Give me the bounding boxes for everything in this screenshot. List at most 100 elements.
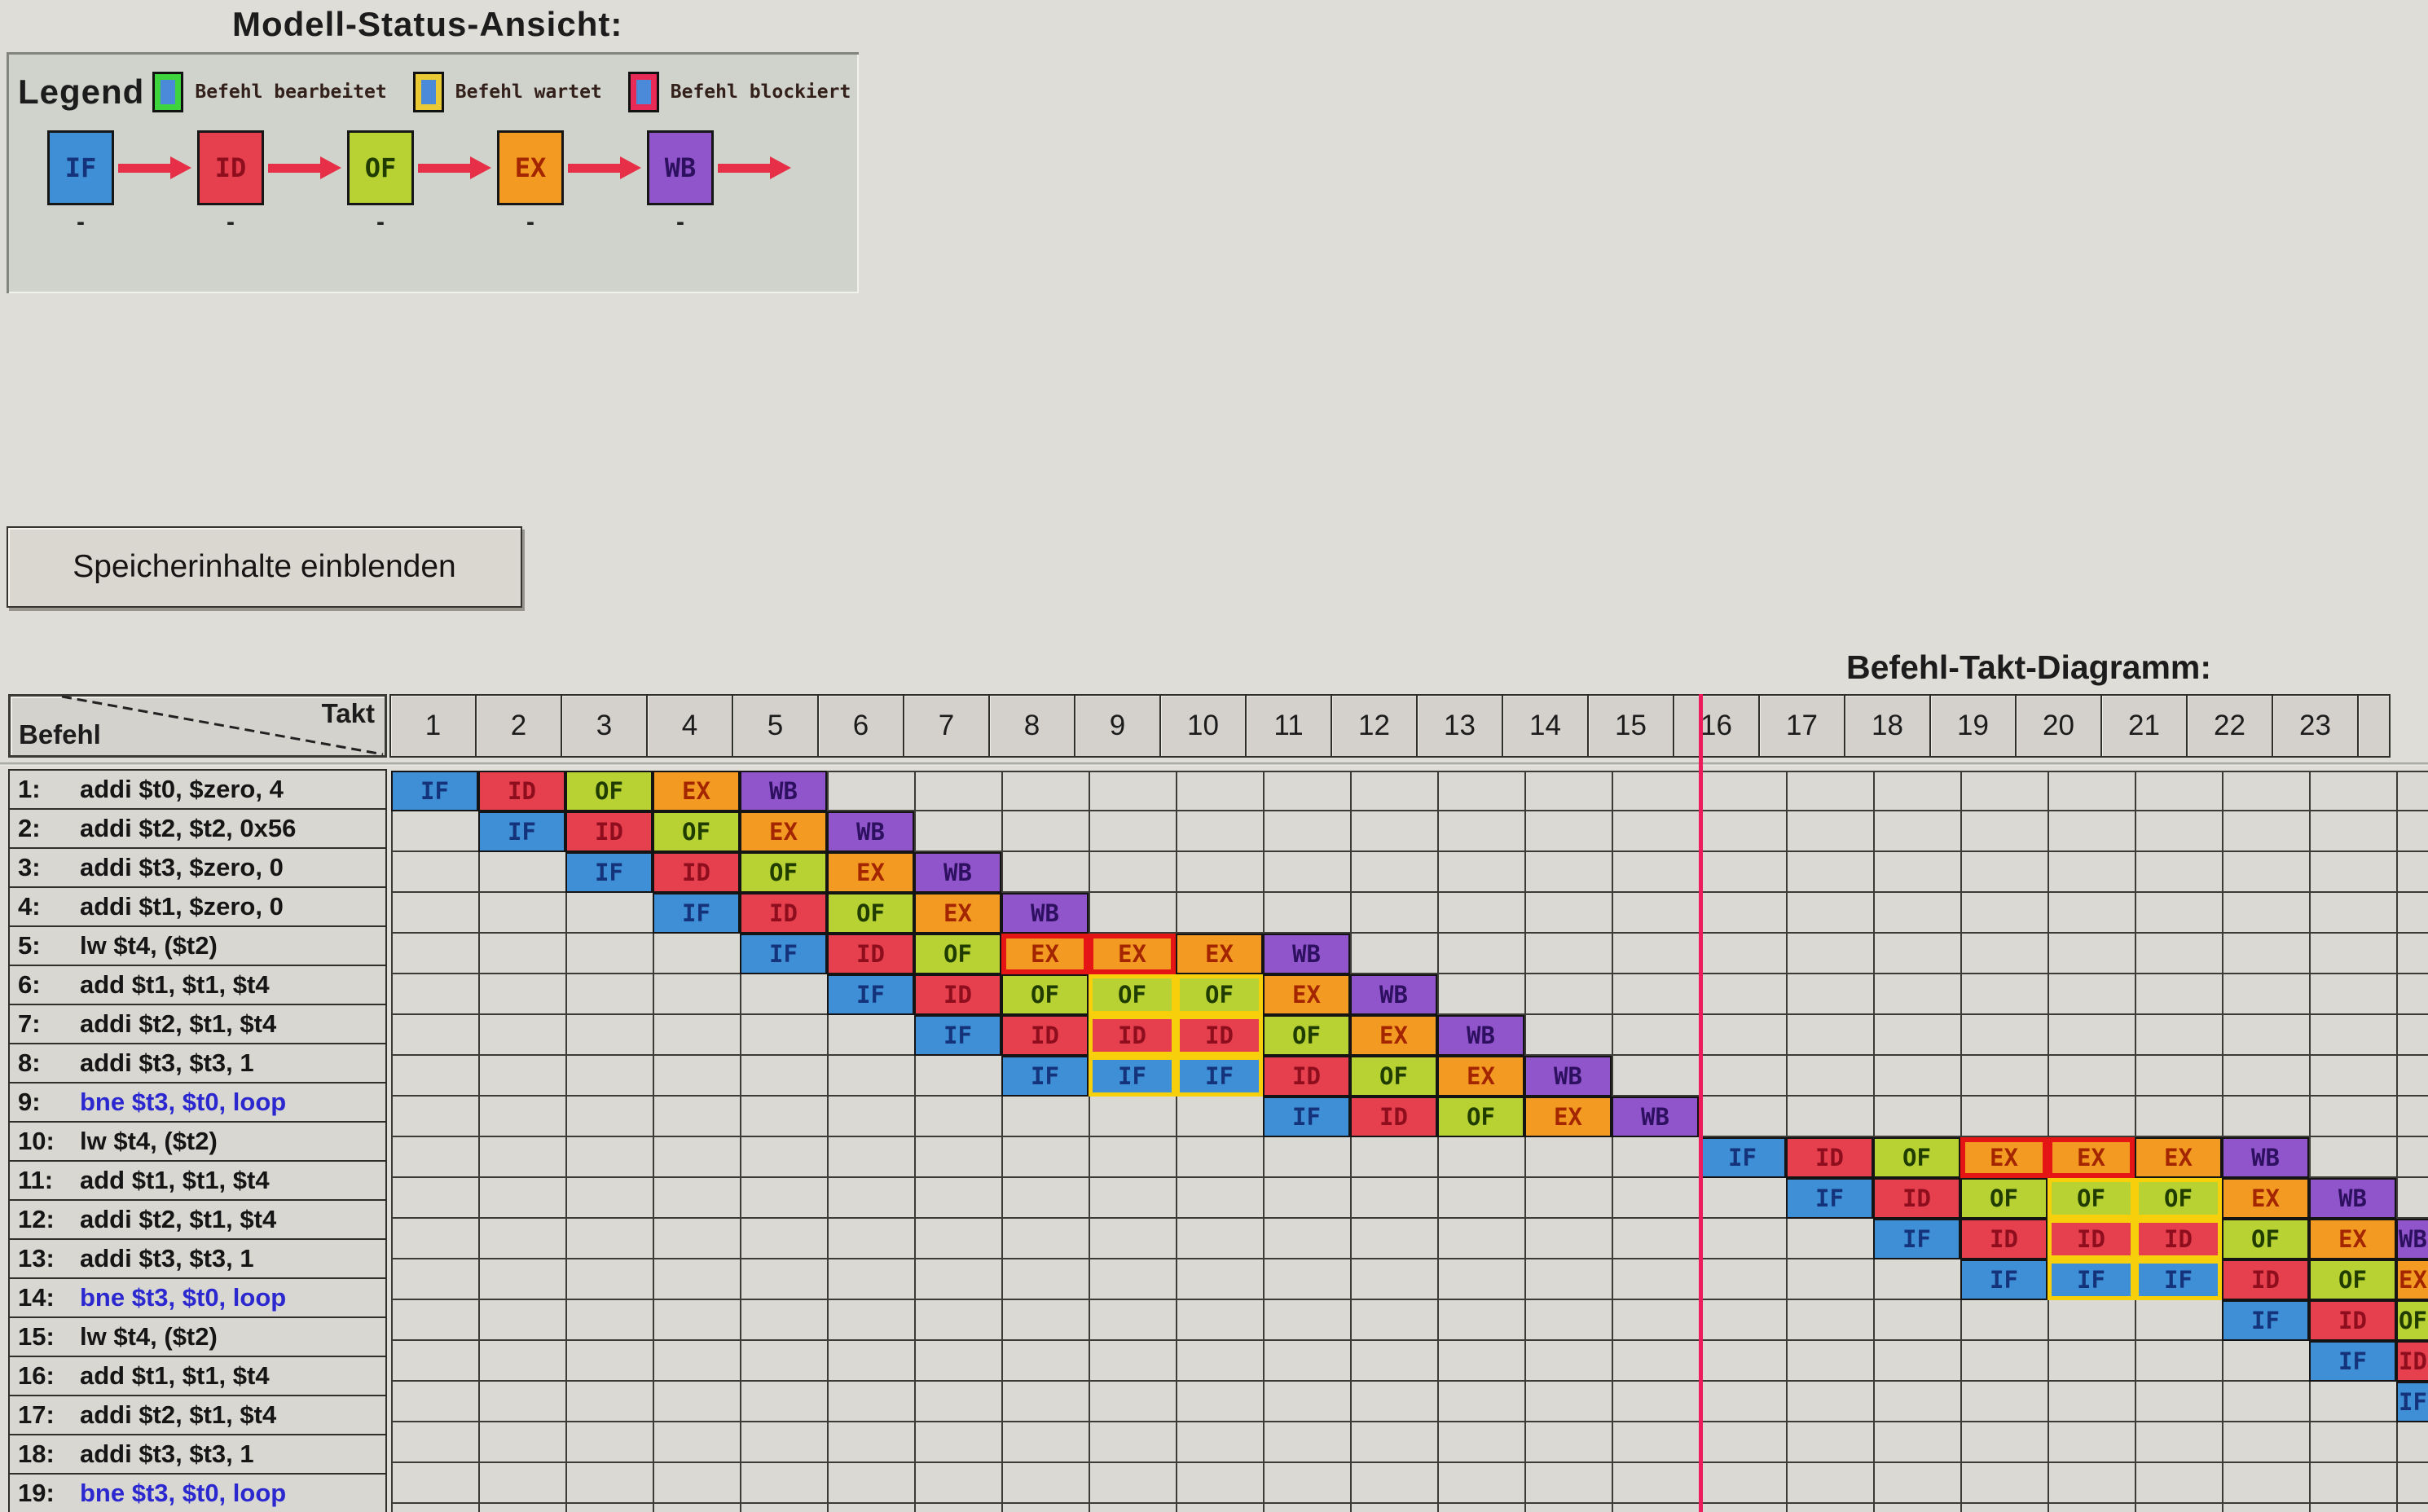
- pipeline-cell-WB: WB: [2309, 1178, 2396, 1219]
- pipeline-cell-IF: IF: [565, 852, 653, 893]
- grid-cell: [565, 1463, 653, 1504]
- grid-cell: [2048, 1097, 2135, 1137]
- corner-diagonal-line: [61, 695, 384, 756]
- instruction-text: addi $t3, $zero, 0: [80, 853, 284, 881]
- grid-row: IF: [391, 1382, 2428, 1422]
- grid-cell: [2048, 1382, 2135, 1422]
- grid-cell: [1873, 852, 1960, 893]
- grid-cell: [565, 974, 653, 1015]
- instruction-number: 14:: [18, 1283, 55, 1312]
- grid-cell: [391, 1422, 478, 1463]
- grid-cell: [1524, 1137, 1612, 1178]
- grid-cell: [565, 1097, 653, 1137]
- pipeline-cell-OF: OF: [740, 852, 827, 893]
- instruction-text: lw $t4, ($t2): [80, 931, 218, 960]
- pipeline-cell-EX: EX: [2309, 1219, 2396, 1259]
- grid-cell: [478, 893, 565, 934]
- legend-title: Legend: [18, 73, 145, 111]
- grid-cell: [653, 1504, 740, 1512]
- takt-label: Takt: [321, 698, 375, 728]
- grid-cell: [2309, 852, 2396, 893]
- grid-cell: [1263, 1300, 1350, 1341]
- grid-cell: [1960, 1422, 2048, 1463]
- instruction-text: addi $t0, $zero, 4: [80, 775, 284, 803]
- grid-cell: [1612, 1504, 1699, 1512]
- instruction-number: 12:: [18, 1205, 55, 1233]
- grid-cell: [2048, 1422, 2135, 1463]
- grid-cell: [827, 1382, 914, 1422]
- pipeline-cell-OF: OF: [2222, 1219, 2309, 1259]
- grid-cell: [2396, 1097, 2428, 1137]
- grid-cell: [1786, 1504, 1873, 1512]
- grid-cell: [1612, 771, 1699, 811]
- grid-cell: [827, 1422, 914, 1463]
- grid-cell: [653, 1341, 740, 1382]
- clock-col-19: 19: [1929, 694, 2017, 758]
- clock-col-15: 15: [1587, 694, 1674, 758]
- grid-cell: [1612, 1178, 1699, 1219]
- grid-cell: [1524, 934, 1612, 974]
- grid-cell: [2135, 893, 2222, 934]
- instruction-number: 1:: [18, 775, 41, 803]
- pipeline-cell-OF: OF: [1263, 1015, 1350, 1056]
- clock-col-6: 6: [817, 694, 904, 758]
- instruction-text: add $t1, $t1, $t4: [80, 970, 270, 999]
- pipeline-cell-WB: WB: [827, 811, 914, 852]
- grid-cell: [914, 1056, 1001, 1097]
- grid-cell: [914, 1219, 1001, 1259]
- instruction-text: addi $t3, $t3, 1: [80, 1048, 254, 1077]
- clock-col-7: 7: [903, 694, 990, 758]
- legend-panel: Legend Befehl bearbeitet Befehl wartet Bef…: [7, 52, 859, 293]
- grid-cell: [2309, 1504, 2396, 1512]
- clock-col-8: 8: [988, 694, 1075, 758]
- grid-cell: [740, 1422, 827, 1463]
- grid-cell: [653, 1300, 740, 1341]
- legend-swatch-0: [152, 72, 184, 112]
- grid-cell: [2222, 1015, 2309, 1056]
- grid-cell: [1263, 771, 1350, 811]
- pipeline-cell-ID: ID: [478, 771, 565, 811]
- instruction-text: addi $t2, $t1, $t4: [80, 1400, 277, 1429]
- grid-cell: [914, 1504, 1001, 1512]
- grid-cell: [1786, 1056, 1873, 1097]
- grid-cell: [565, 1137, 653, 1178]
- grid-cell: [1089, 1219, 1176, 1259]
- grid-cell: [391, 1341, 478, 1382]
- legend-item-label: Befehl bearbeitet: [195, 81, 387, 103]
- flow-arrow-icon: [714, 130, 797, 205]
- grid-cell: [914, 1341, 1001, 1382]
- grid-cell: [2309, 1422, 2396, 1463]
- grid-cell: [1960, 1300, 2048, 1341]
- pipeline-cell-OF: OF: [1350, 1056, 1437, 1097]
- grid-cell: [1786, 934, 1873, 974]
- grid-cell: [565, 893, 653, 934]
- pipeline-cell-ID: ID: [1263, 1056, 1350, 1097]
- grid-cell: [391, 893, 478, 934]
- instruction-text: add $t1, $t1, $t4: [80, 1166, 270, 1194]
- stage-box-IF: IF: [47, 130, 114, 205]
- grid-cell: [2309, 974, 2396, 1015]
- grid-cell: [1089, 1178, 1176, 1219]
- grid-cell: [1873, 771, 1960, 811]
- grid-cell: [1437, 1259, 1524, 1300]
- grid-cell: [2135, 1300, 2222, 1341]
- instruction-number: 9:: [18, 1088, 41, 1116]
- instruction-number: 19:: [18, 1479, 55, 1507]
- grid-cell: [914, 1259, 1001, 1300]
- pipeline-cell-IF: IF: [2396, 1382, 2428, 1422]
- grid-cell: [2396, 1463, 2428, 1504]
- pipeline-cell-IF: IF: [1001, 1056, 1089, 1097]
- pipeline-cell-WB: WB: [914, 852, 1001, 893]
- grid-cell: [2222, 1097, 2309, 1137]
- legend-swatch-1: [412, 72, 444, 112]
- show-memory-button[interactable]: Speicherinhalte einblenden: [7, 526, 522, 608]
- instruction-row: 2: addi $t2, $t2, 0x56: [8, 808, 387, 849]
- grid-cell: [1001, 811, 1089, 852]
- grid-cell: [2309, 1015, 2396, 1056]
- grid-cell: [1001, 1463, 1089, 1504]
- instruction-row: 1: addi $t0, $zero, 4: [8, 769, 387, 810]
- grid-cell: [1786, 974, 1873, 1015]
- grid-cell: [1612, 974, 1699, 1015]
- grid-cell: [2135, 1097, 2222, 1137]
- grid-cell: [1699, 1341, 1786, 1382]
